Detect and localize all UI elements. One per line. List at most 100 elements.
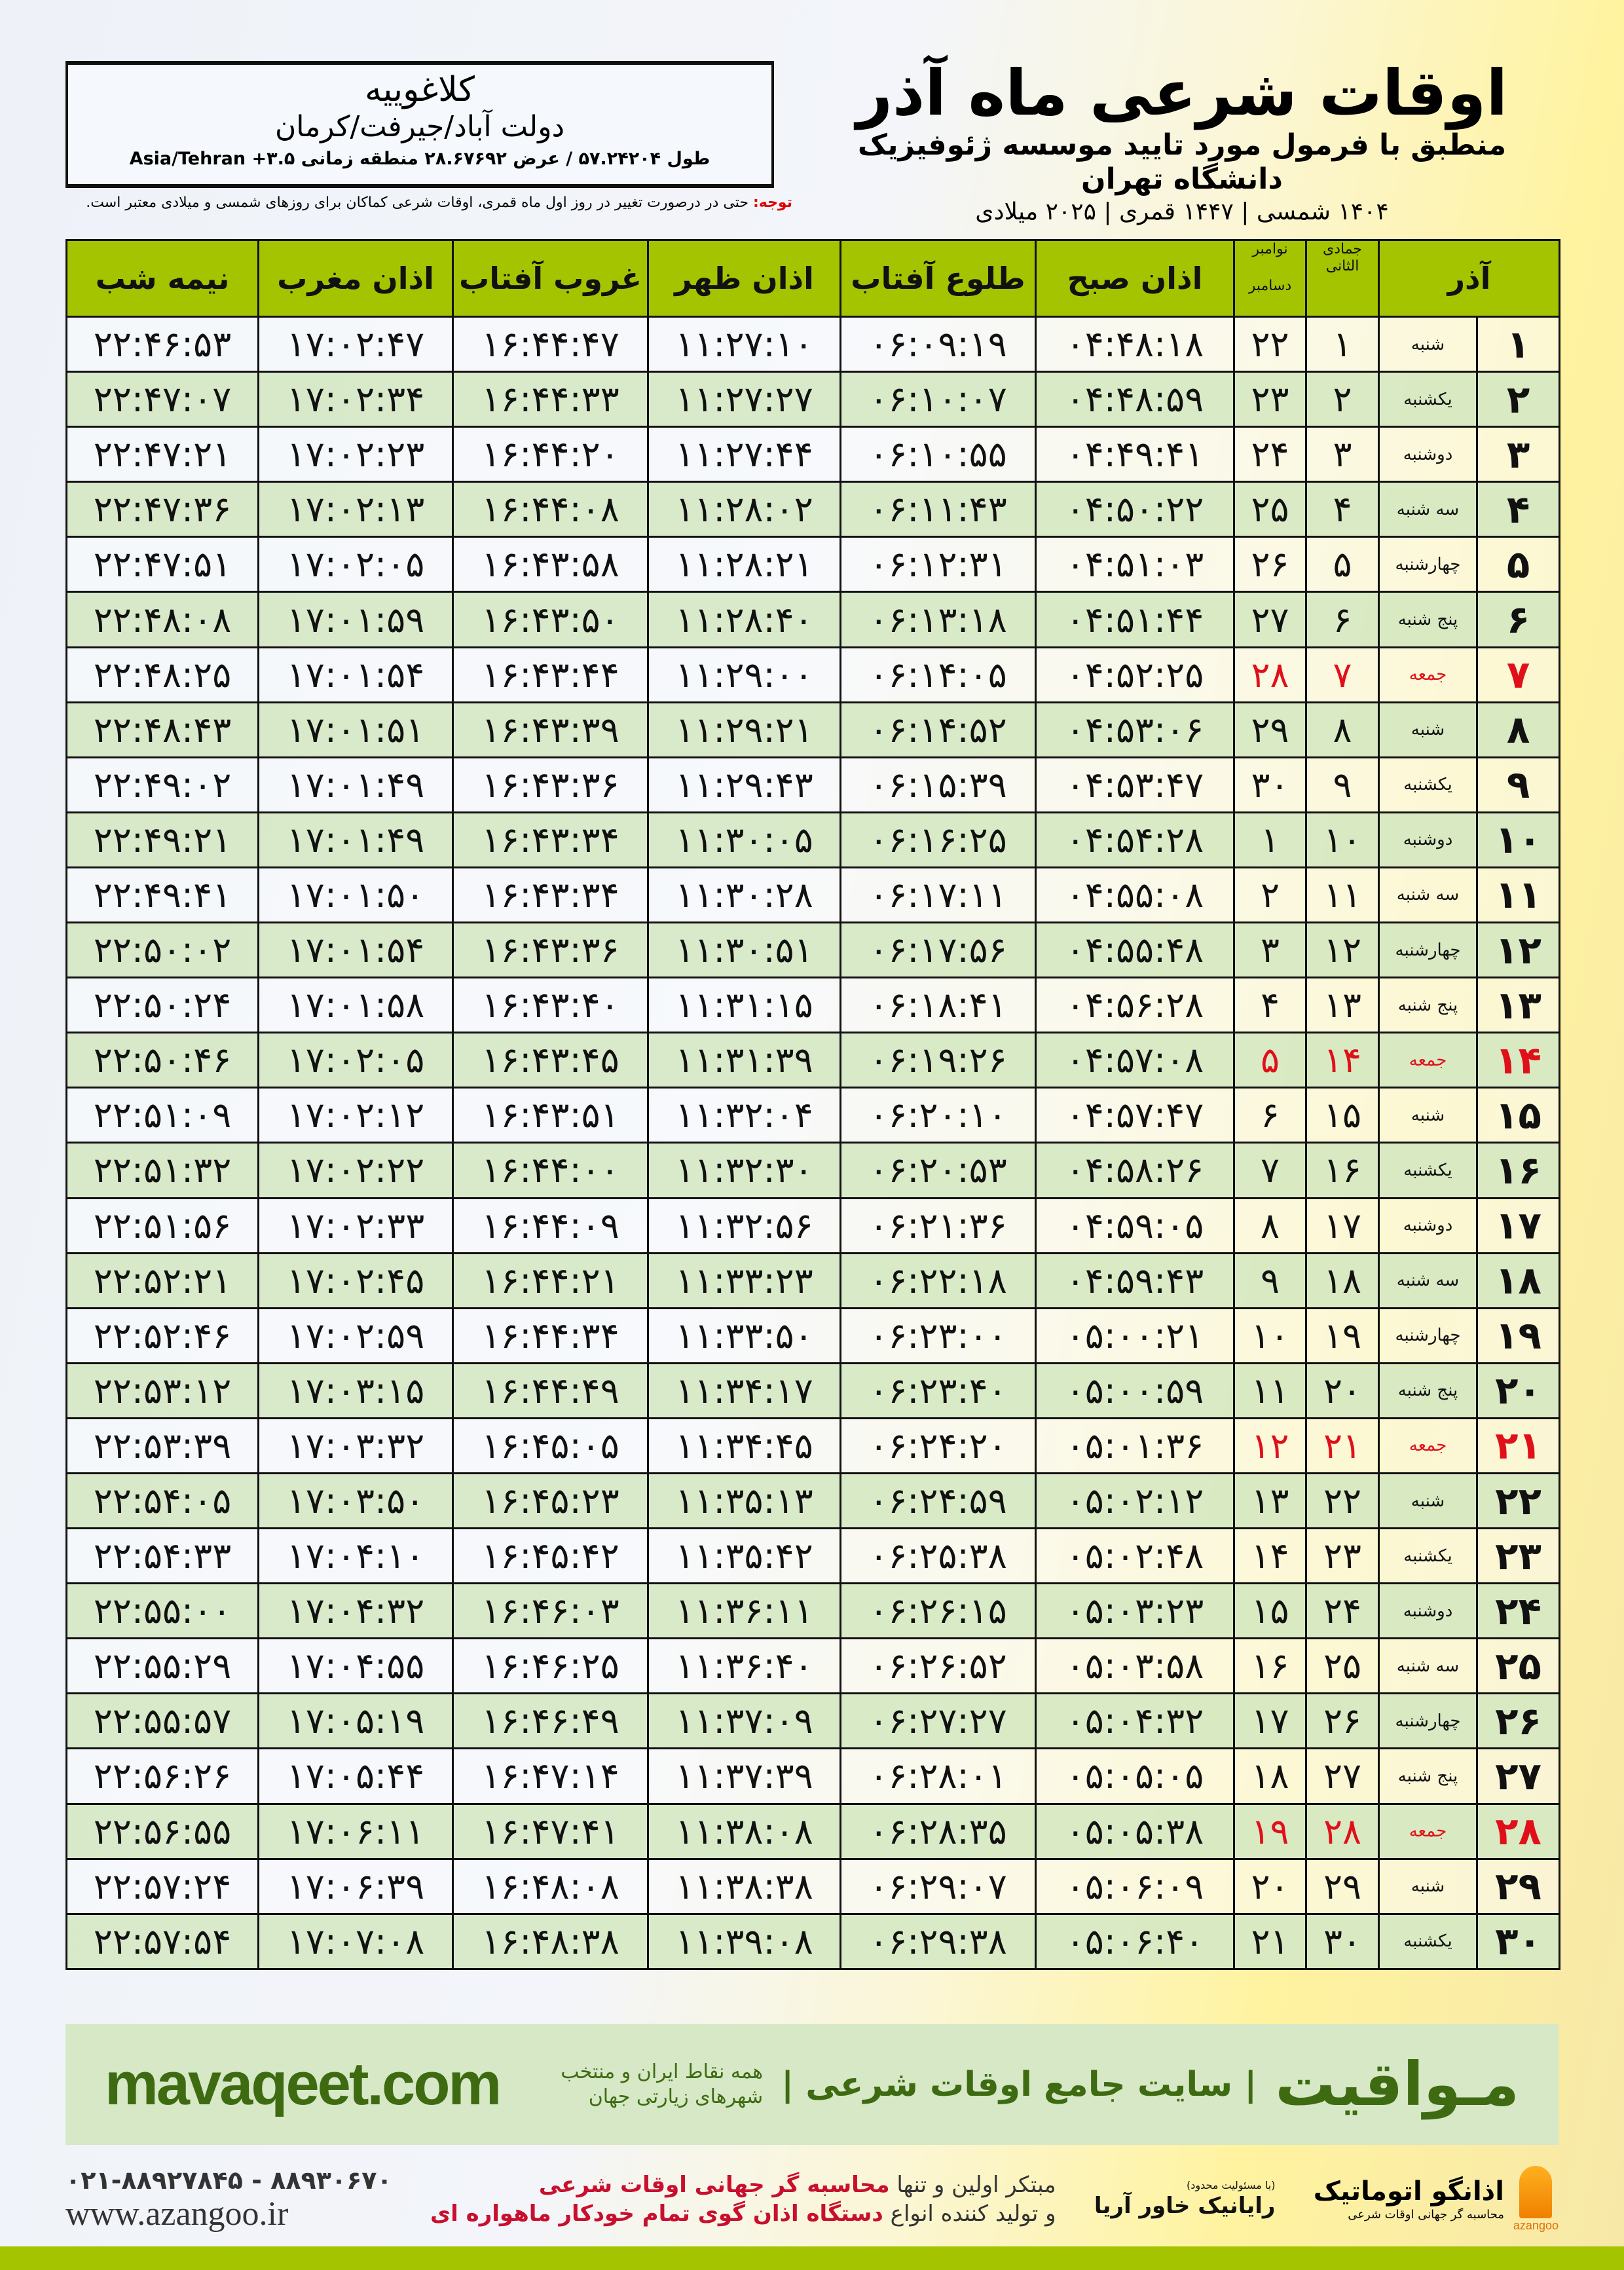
- cell-day: ۱۰: [1476, 811, 1561, 868]
- tagline: | سایت جامع اوقات شرعی |: [781, 2064, 1257, 2104]
- cell-weekday: یکشنبه: [1377, 1527, 1479, 1585]
- table-row: ۶ پنج شنبه ۶ ۲۷ ۰۴:۵۱:۴۴ ۰۶:۱۳:۱۸ ۱۱:۲۸:۴۰ ۱۶:۴…: [65, 591, 1561, 648]
- cell-maghrib: ۱۷:۰۲:۴۷: [257, 315, 454, 373]
- table-row: ۱۶ یکشنبه ۱۶ ۷ ۰۴:۵۸:۲۶ ۰۶:۲۰:۵۳ ۱۱:۳۲:۳۰ ۱۶:۴۴…: [65, 1142, 1561, 1199]
- cell-sobh: ۰۵:۰۱:۳۶: [1035, 1417, 1235, 1474]
- cell-weekday: دوشنبه: [1377, 426, 1479, 483]
- cell-ghorub: ۱۶:۴۳:۳۶: [452, 756, 649, 813]
- cell-maghrib: ۱۷:۰۲:۳۳: [257, 1197, 454, 1254]
- cell-day: ۲۶: [1476, 1692, 1561, 1750]
- cell-day: ۳۰: [1476, 1912, 1561, 1970]
- contact-block: ۰۲۱-۸۸۹۲۷۸۴۵ - ۸۸۹۳۰۶۷۰ www.azangoo.ir: [65, 2165, 392, 2233]
- cell-maghrib: ۱۷:۰۵:۴۴: [257, 1747, 454, 1805]
- cell-sobh: ۰۴:۵۹:۴۳: [1035, 1252, 1235, 1309]
- cell-nimeshab: ۲۲:۵۰:۲۴: [65, 977, 259, 1034]
- cell-zohr: ۱۱:۳۰:۲۸: [647, 866, 841, 924]
- cell-nimeshab: ۲۲:۵۴:۰۵: [65, 1472, 259, 1530]
- cell-day: ۲۴: [1476, 1582, 1561, 1640]
- cell-hijri: ۱۵: [1305, 1087, 1380, 1144]
- cell-day: ۱۶: [1476, 1142, 1561, 1199]
- cell-maghrib: ۱۷:۰۱:۴۹: [257, 811, 454, 868]
- cell-greg: ۲۰: [1233, 1857, 1307, 1915]
- cell-day: ۷: [1476, 646, 1561, 703]
- table-row: ۴ سه شنبه ۴ ۲۵ ۰۴:۵۰:۲۲ ۰۶:۱۱:۴۳ ۱۱:۲۸:۰۲ ۱۶:۴۴…: [65, 481, 1561, 538]
- cell-sobh: ۰۴:۴۹:۴۱: [1035, 426, 1235, 483]
- cell-hijri: ۲۰: [1305, 1362, 1380, 1419]
- cell-maghrib: ۱۷:۰۶:۳۹: [257, 1857, 454, 1915]
- prayer-times-table: آذر جمادی الثانی نوامبر دسامبر اذان صبح ط…: [65, 239, 1561, 1970]
- cell-sobh: ۰۵:۰۴:۳۲: [1035, 1692, 1235, 1750]
- cell-maghrib: ۱۷:۰۲:۴۵: [257, 1252, 454, 1309]
- cell-hijri: ۴: [1305, 481, 1380, 538]
- cell-maghrib: ۱۷:۰۲:۱۳: [257, 481, 454, 538]
- cell-hijri: ۲۵: [1305, 1637, 1380, 1695]
- cell-ghorub: ۱۶:۴۷:۴۱: [452, 1802, 649, 1860]
- brand-logo: مـواقیت: [1275, 2049, 1519, 2119]
- cell-nimeshab: ۲۲:۴۸:۲۵: [65, 646, 259, 703]
- azangoo-logo: اذانگو اتوماتیک محاسبه گر جهانی اوقات شر…: [1314, 2176, 1504, 2223]
- cell-maghrib: ۱۷:۰۲:۵۹: [257, 1307, 454, 1364]
- cell-sobh: ۰۴:۵۷:۴۷: [1035, 1087, 1235, 1144]
- cell-greg: ۲۲: [1233, 315, 1307, 373]
- cell-tolu: ۰۶:۲۶:۵۲: [840, 1637, 1037, 1695]
- cell-greg: ۲۱: [1233, 1912, 1307, 1970]
- cell-maghrib: ۱۷:۰۱:۴۹: [257, 756, 454, 813]
- cell-zohr: ۱۱:۳۲:۰۴: [647, 1087, 841, 1144]
- cell-greg: ۱۱: [1233, 1362, 1307, 1419]
- table-row: ۲۰ پنج شنبه ۲۰ ۱۱ ۰۵:۰۰:۵۹ ۰۶:۲۳:۴۰ ۱۱:۳۴:۱۷ ۱۶…: [65, 1362, 1561, 1419]
- promo-1b: محاسبه گر جهانی اوقات شرعی: [538, 2171, 890, 2198]
- cell-weekday: شنبه: [1377, 315, 1479, 373]
- site-link[interactable]: mavaqeet.com: [105, 2051, 502, 2117]
- cell-tolu: ۰۶:۲۱:۳۶: [840, 1197, 1037, 1254]
- cell-nimeshab: ۲۲:۵۷:۵۴: [65, 1912, 259, 1970]
- cell-greg: ۲۵: [1233, 481, 1307, 538]
- note-text: حتی در درصورت تغییر در روز اول ماه قمری،…: [86, 195, 753, 211]
- cell-sobh: ۰۴:۵۹:۰۵: [1035, 1197, 1235, 1254]
- cell-ghorub: ۱۶:۴۶:۰۳: [452, 1582, 649, 1640]
- cell-hijri: ۱۶: [1305, 1142, 1380, 1199]
- table-row: ۱۸ سه شنبه ۱۸ ۹ ۰۴:۵۹:۴۳ ۰۶:۲۲:۱۸ ۱۱:۳۳:۲۳ ۱۶:۴…: [65, 1252, 1561, 1309]
- cell-ghorub: ۱۶:۴۵:۰۵: [452, 1417, 649, 1474]
- cell-hijri: ۲۶: [1305, 1692, 1380, 1750]
- cell-sobh: ۰۵:۰۳:۵۸: [1035, 1637, 1235, 1695]
- cell-sobh: ۰۵:۰۶:۴۰: [1035, 1912, 1235, 1970]
- cell-nimeshab: ۲۲:۴۸:۴۳: [65, 701, 259, 758]
- table-row: ۳۰ یکشنبه ۳۰ ۲۱ ۰۵:۰۶:۴۰ ۰۶:۲۹:۳۸ ۱۱:۳۹:۰۸ ۱۶:۴…: [65, 1912, 1561, 1970]
- cell-ghorub: ۱۶:۴۷:۱۴: [452, 1747, 649, 1805]
- cell-zohr: ۱۱:۳۰:۰۵: [647, 811, 841, 868]
- cell-weekday: سه شنبه: [1377, 481, 1479, 538]
- table-row: ۸ شنبه ۸ ۲۹ ۰۴:۵۳:۰۶ ۰۶:۱۴:۵۲ ۱۱:۲۹:۲۱ ۱۶:۴۳:۳۹…: [65, 701, 1561, 758]
- cell-nimeshab: ۲۲:۵۷:۲۴: [65, 1857, 259, 1915]
- cell-tolu: ۰۶:۱۲:۳۱: [840, 536, 1037, 593]
- cell-sobh: ۰۵:۰۵:۰۵: [1035, 1747, 1235, 1805]
- cell-nimeshab: ۲۲:۴۷:۳۶: [65, 481, 259, 538]
- cell-day: ۲۱: [1476, 1417, 1561, 1474]
- promo-2a: و تولید کننده انواع: [883, 2200, 1056, 2227]
- cell-nimeshab: ۲۲:۵۱:۵۶: [65, 1197, 259, 1254]
- cell-sobh: ۰۴:۵۲:۲۵: [1035, 646, 1235, 703]
- cell-ghorub: ۱۶:۴۳:۳۹: [452, 701, 649, 758]
- cell-ghorub: ۱۶:۴۵:۲۳: [452, 1472, 649, 1530]
- table-row: ۲۲ شنبه ۲۲ ۱۳ ۰۵:۰۲:۱۲ ۰۶:۲۴:۵۹ ۱۱:۳۵:۱۳ ۱۶:۴۵:…: [65, 1472, 1561, 1530]
- cell-zohr: ۱۱:۲۷:۱۰: [647, 315, 841, 373]
- azangoo-link[interactable]: www.azangoo.ir: [65, 2195, 289, 2233]
- location-name: کلاغوییه: [365, 70, 475, 109]
- cell-ghorub: ۱۶:۴۳:۴۰: [452, 977, 649, 1034]
- cell-day: ۵: [1476, 536, 1561, 593]
- cell-zohr: ۱۱:۲۹:۰۰: [647, 646, 841, 703]
- cell-sobh: ۰۴:۵۰:۲۲: [1035, 481, 1235, 538]
- cell-tolu: ۰۶:۱۸:۴۱: [840, 977, 1037, 1034]
- cell-weekday: دوشنبه: [1377, 1582, 1479, 1640]
- cell-tolu: ۰۶:۰۹:۱۹: [840, 315, 1037, 373]
- cell-zohr: ۱۱:۳۱:۳۹: [647, 1032, 841, 1089]
- cell-nimeshab: ۲۲:۵۲:۲۱: [65, 1252, 259, 1309]
- header-greg-top: نوامبر: [1252, 241, 1288, 257]
- azangoo-logo-group: اذانگو اتوماتیک محاسبه گر جهانی اوقات شر…: [1314, 2165, 1559, 2233]
- cell-ghorub: ۱۶:۴۸:۰۸: [452, 1857, 649, 1915]
- azangoo-en-text: azangoo: [1513, 2218, 1559, 2232]
- cell-day: ۱۴: [1476, 1032, 1561, 1089]
- cell-nimeshab: ۲۲:۴۹:۴۱: [65, 866, 259, 924]
- cell-maghrib: ۱۷:۰۲:۰۵: [257, 536, 454, 593]
- azangoo-name: اذانگو اتوماتیک: [1313, 2176, 1504, 2206]
- cell-sobh: ۰۵:۰۲:۱۲: [1035, 1472, 1235, 1530]
